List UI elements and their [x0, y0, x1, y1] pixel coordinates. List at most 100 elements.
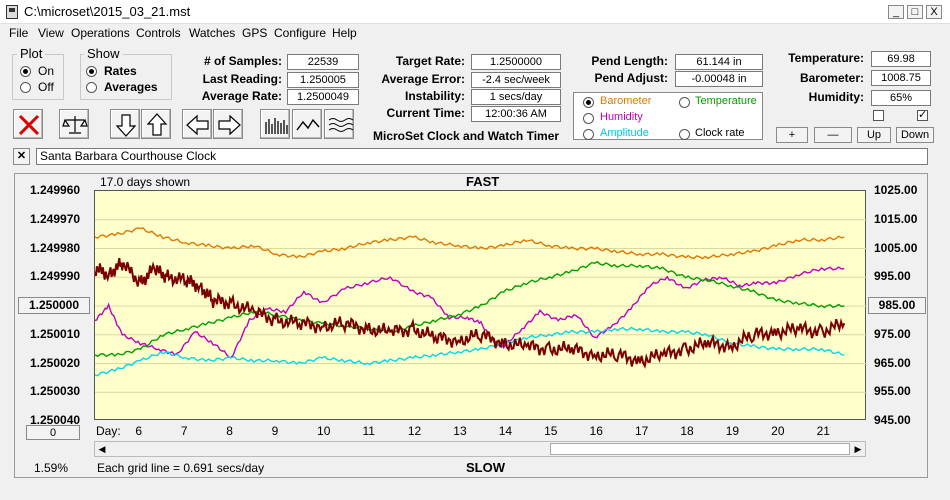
menu-controls[interactable]: Controls [136, 26, 181, 40]
right-tick-label: 945.00 [874, 413, 911, 427]
pend-adjust-label: Pend Adjust: [594, 71, 668, 85]
left-tick-label: 1.249970 [30, 211, 81, 226]
series-line-temperature [94, 260, 845, 358]
menu-gps[interactable]: GPS [242, 26, 268, 40]
arrow-left-button[interactable] [182, 109, 212, 139]
temperature-field: 69.98 [871, 51, 931, 67]
left-tick-label: 1.249990 [30, 269, 81, 284]
chart-svg [94, 219, 867, 393]
current-time-label: Current Time: [386, 106, 465, 120]
left-tick-label: 1.250040 [30, 413, 81, 427]
current-time-field: 12:00:36 AM [471, 106, 561, 122]
balance-scale-icon [62, 116, 88, 134]
right-value-button[interactable]: 985.00 [868, 297, 926, 314]
checkbox-2[interactable]: ✓ [917, 109, 928, 121]
menu-view[interactable]: View [38, 26, 64, 40]
wave-graph-button[interactable] [324, 109, 354, 139]
plot-off-radio[interactable] [20, 82, 31, 93]
right-tick-label: 1015.00 [874, 211, 918, 226]
left-tick-label: 1.250030 [30, 384, 81, 399]
arrow-up-button[interactable] [141, 109, 171, 139]
temperature-label: Temperature: [788, 51, 864, 65]
show-averages-label: Averages [104, 80, 158, 94]
stop-button[interactable] [13, 109, 43, 139]
series-line-amplitude [94, 326, 845, 377]
arrow-right-button[interactable] [213, 109, 243, 139]
x-tick-label: 12 [407, 424, 422, 438]
plot-area [94, 190, 867, 420]
show-averages-radio[interactable] [86, 82, 97, 93]
clock-rate-option-label: Clock rate [695, 127, 745, 139]
x-tick-label: 7 [180, 424, 188, 438]
histogram-icon [265, 118, 288, 134]
humidity-radio[interactable] [583, 113, 594, 124]
day-label: Day: [96, 424, 121, 438]
right-tick-label: 965.00 [874, 355, 911, 370]
barometer-radio[interactable] [583, 97, 594, 108]
red-x-icon [18, 114, 40, 136]
menu-operations[interactable]: Operations [71, 26, 130, 40]
show-rates-radio[interactable] [86, 66, 97, 77]
zero-button[interactable]: 0 [26, 425, 80, 440]
window-title: C:\microset\2015_03_21.mst [24, 4, 191, 19]
maximize-button[interactable]: □ [907, 5, 923, 19]
x-tick-label: 11 [362, 424, 375, 438]
menu-help[interactable]: Help [332, 26, 357, 40]
checkbox-1[interactable] [873, 110, 884, 121]
pend-length-field[interactable]: 61.144 in [675, 54, 763, 70]
clear-description-button[interactable]: ✕ [13, 148, 30, 165]
left-tick-label: 1.249960 [30, 183, 81, 197]
clock-rate-radio[interactable] [679, 129, 690, 140]
samples-label: # of Samples: [203, 54, 282, 68]
histogram-button[interactable] [260, 109, 290, 139]
close-button[interactable]: X [926, 5, 942, 19]
x-tick-label: 6 [135, 424, 143, 438]
menu-bar: File View Operations Controls Watches GP… [0, 24, 950, 43]
average-rate-field: 1.2500049 [287, 89, 359, 105]
x-tick-label: 8 [226, 424, 233, 438]
amplitude-option-label: Amplitude [600, 127, 649, 139]
x-tick-label: 10 [317, 424, 331, 438]
left-tick-label: 1.250020 [30, 355, 81, 370]
pend-length-label: Pend Length: [591, 54, 668, 68]
minimize-button[interactable]: _ [888, 5, 904, 19]
right-tick-label: 975.00 [874, 326, 911, 341]
humidity-field: 65% [871, 90, 931, 106]
plus-button[interactable]: + [776, 127, 808, 143]
plot-on-radio[interactable] [20, 66, 31, 77]
app-caption: MicroSet Clock and Watch Timer [373, 129, 560, 143]
show-group [80, 54, 172, 100]
show-group-title: Show [84, 46, 123, 61]
menu-configure[interactable]: Configure [274, 26, 327, 40]
arrow-down-button[interactable] [110, 109, 140, 139]
show-rates-label: Rates [104, 64, 137, 78]
left-value-button[interactable]: 1.250000 [18, 297, 90, 314]
app-icon [6, 5, 18, 19]
last-reading-field: 1.250005 [287, 72, 359, 88]
scroll-right-arrow[interactable]: ▶ [854, 444, 862, 454]
minus-button[interactable]: — [814, 127, 852, 143]
up-button[interactable]: Up [857, 127, 891, 143]
x-tick-label: 18 [680, 424, 694, 438]
target-rate-field[interactable]: 1.2500000 [471, 54, 561, 70]
down-button[interactable]: Down [896, 127, 934, 143]
right-tick-label: 1005.00 [874, 240, 918, 255]
chart-scrollbar[interactable]: ◀ ▶ [94, 441, 866, 457]
title-bar: C:\microset\2015_03_21.mst _ □ X [0, 0, 950, 24]
scroll-left-arrow[interactable]: ◀ [98, 444, 106, 454]
menu-watches[interactable]: Watches [189, 26, 236, 40]
left-tick-label: 1.249980 [30, 240, 81, 255]
temperature-option-label: Temperature [695, 95, 757, 107]
line-graph-button[interactable] [292, 109, 322, 139]
x-tick-label: 21 [816, 424, 830, 438]
amplitude-radio[interactable] [583, 129, 594, 140]
right-tick-label: 995.00 [874, 269, 911, 284]
balance-button[interactable] [59, 109, 89, 139]
plot-group-title: Plot [17, 46, 46, 61]
description-field[interactable]: Santa Barbara Courthouse Clock [36, 148, 928, 165]
temperature-radio[interactable] [679, 97, 690, 108]
scroll-thumb[interactable] [550, 443, 850, 455]
days-shown-label: 17.0 days shown [100, 175, 191, 189]
average-rate-label: Average Rate: [201, 89, 282, 103]
menu-file[interactable]: File [9, 26, 29, 40]
